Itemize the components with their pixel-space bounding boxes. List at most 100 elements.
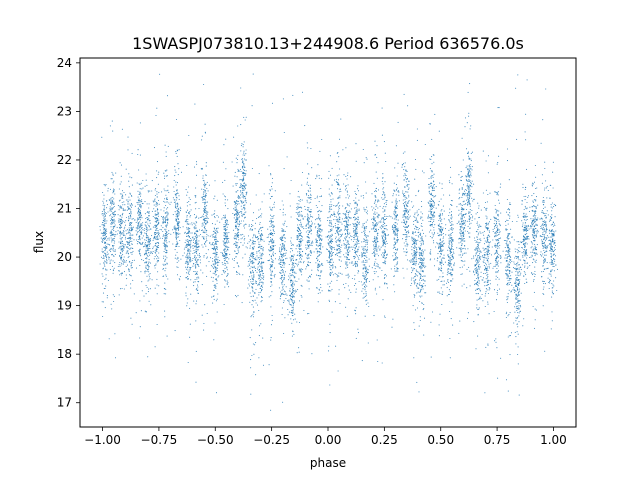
data-point — [168, 191, 170, 193]
data-point — [221, 262, 223, 264]
data-point — [204, 202, 206, 205]
data-point — [116, 226, 118, 228]
data-point — [242, 167, 244, 169]
data-point — [282, 245, 284, 247]
data-point — [345, 215, 347, 217]
data-point — [237, 249, 239, 251]
data-point — [340, 272, 342, 274]
data-point — [259, 281, 261, 284]
data-point — [235, 246, 237, 248]
data-point — [287, 300, 289, 302]
data-point — [216, 282, 218, 285]
data-point — [298, 206, 300, 208]
data-point — [153, 204, 155, 206]
data-point — [271, 319, 273, 321]
data-point — [338, 233, 340, 235]
data-point — [343, 229, 346, 231]
data-point — [193, 252, 195, 254]
data-point — [366, 241, 368, 244]
data-point — [299, 213, 301, 215]
data-point — [366, 270, 368, 272]
data-point — [283, 300, 285, 302]
data-point — [243, 183, 245, 185]
data-point — [328, 244, 330, 246]
data-point — [329, 209, 331, 211]
data-point — [252, 306, 254, 308]
data-point — [156, 239, 158, 241]
data-point — [260, 290, 263, 292]
data-point — [176, 274, 179, 276]
data-point — [223, 271, 225, 273]
data-point — [342, 283, 345, 285]
data-point — [211, 248, 213, 250]
data-point — [300, 295, 302, 297]
data-point — [352, 256, 355, 258]
data-point — [371, 193, 373, 195]
data-point — [291, 283, 293, 286]
data-point — [186, 267, 188, 269]
data-point — [184, 242, 186, 244]
data-point — [319, 150, 321, 152]
data-point — [270, 306, 272, 308]
data-point — [209, 235, 211, 237]
data-point — [234, 204, 236, 206]
data-point — [217, 216, 220, 218]
data-point — [119, 230, 121, 232]
data-point — [206, 233, 208, 235]
data-point — [365, 303, 367, 305]
data-point — [112, 219, 114, 222]
data-point — [271, 264, 274, 266]
data-point — [139, 184, 141, 186]
data-point — [268, 165, 270, 167]
data-point — [155, 187, 157, 190]
data-point — [250, 255, 252, 258]
data-point — [271, 261, 273, 263]
data-point — [356, 262, 358, 265]
data-point — [216, 267, 218, 269]
data-point — [259, 274, 261, 276]
data-point — [327, 234, 330, 236]
data-point — [353, 244, 355, 246]
data-point — [298, 199, 300, 202]
data-point — [308, 190, 310, 193]
data-point — [329, 266, 331, 268]
data-point — [318, 201, 320, 203]
data-point — [202, 195, 205, 198]
data-point — [107, 238, 109, 240]
data-point — [270, 273, 272, 275]
data-point — [187, 223, 189, 225]
data-point — [302, 250, 304, 252]
data-point — [319, 253, 321, 255]
data-point — [362, 195, 364, 197]
data-point — [189, 204, 191, 206]
data-point — [137, 218, 139, 220]
data-point — [306, 255, 308, 257]
data-point — [132, 227, 134, 229]
data-point — [337, 152, 339, 154]
data-point — [319, 275, 321, 277]
data-point — [174, 330, 176, 332]
data-point — [187, 256, 189, 258]
data-point — [310, 230, 312, 232]
data-point — [358, 199, 360, 201]
data-point — [282, 258, 284, 261]
data-point — [202, 224, 204, 226]
data-point — [156, 170, 158, 172]
data-point — [214, 322, 216, 324]
data-point — [103, 242, 106, 244]
data-point — [364, 315, 366, 317]
data-point — [321, 235, 323, 237]
data-point — [210, 276, 212, 278]
data-point — [365, 211, 367, 214]
data-point — [289, 304, 291, 306]
data-point — [195, 195, 197, 197]
data-point — [166, 95, 169, 97]
data-point — [329, 208, 331, 210]
data-point — [238, 213, 240, 215]
data-point — [236, 199, 238, 202]
data-point — [224, 235, 226, 237]
data-point — [112, 294, 114, 296]
data-point — [346, 256, 348, 258]
data-point — [327, 217, 329, 219]
data-point — [255, 282, 258, 285]
